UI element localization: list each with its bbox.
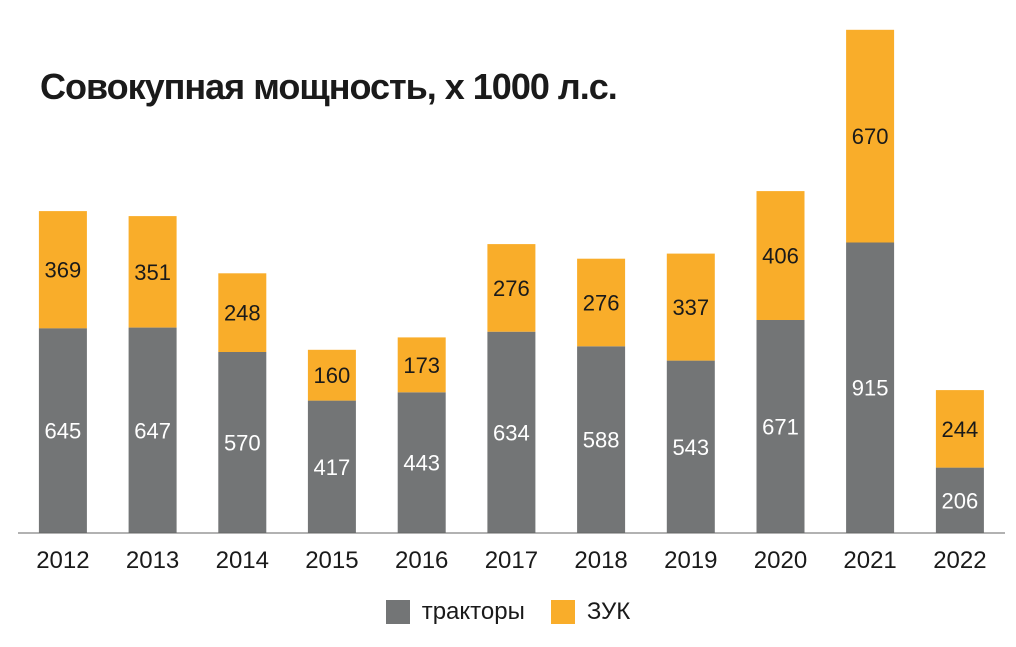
data-label-tractors-2021: 915 <box>852 376 889 401</box>
bar-tractors-2014 <box>218 352 267 533</box>
legend-swatch-tractors <box>385 600 410 624</box>
bar-zuk-2012 <box>38 211 87 329</box>
data-label-zuk-2016: 173 <box>403 353 440 378</box>
data-label-zuk-2017: 276 <box>493 276 530 301</box>
bar-zuk-2017 <box>487 244 536 332</box>
data-label-zuk-2014: 248 <box>224 301 261 326</box>
legend-item-zuk: ЗУК <box>550 598 631 626</box>
data-label-tractors-2014: 570 <box>224 431 261 456</box>
legend-label-zuk: ЗУК <box>586 598 631 625</box>
bar-tractors-2019 <box>666 360 715 533</box>
bar-tractors-2016 <box>397 392 446 533</box>
data-label-zuk-2013: 351 <box>134 260 171 285</box>
legend-label-tractors: тракторы <box>421 598 525 625</box>
legend-swatch-zuk <box>550 600 575 624</box>
data-label-tractors-2013: 647 <box>134 418 171 443</box>
bars-group <box>38 29 984 533</box>
x-tick-labels-group: 2012 2013 2014 2015 2016 2017 2018 2019 2020 2021… <box>36 547 986 574</box>
x-tick-label-2014: 2014 <box>216 547 269 574</box>
x-tick-label-2015: 2015 <box>305 547 358 574</box>
data-label-tractors-2020: 671 <box>762 415 799 440</box>
bar-zuk-2019 <box>666 253 715 361</box>
data-label-zuk-2019: 337 <box>672 295 709 320</box>
data-label-zuk-2018: 276 <box>583 291 620 316</box>
data-label-tractors-2012: 645 <box>45 419 82 444</box>
data-label-zuk-2022: 244 <box>942 417 979 442</box>
bar-tractors-2012 <box>38 328 87 533</box>
x-tick-label-2013: 2013 <box>126 547 179 574</box>
data-labels-group: 645 369 647 351 570 248 417 160 443 173 634 276 588 2… <box>45 124 979 513</box>
bar-zuk-2021 <box>846 29 895 243</box>
bar-zuk-2014 <box>218 273 267 352</box>
data-label-tractors-2018: 588 <box>583 428 620 453</box>
data-label-tractors-2016: 443 <box>403 451 440 476</box>
x-tick-label-2019: 2019 <box>664 547 717 574</box>
bar-zuk-2018 <box>577 258 626 347</box>
data-label-tractors-2022: 206 <box>942 488 979 513</box>
bar-zuk-2016 <box>397 337 446 393</box>
data-label-zuk-2015: 160 <box>314 363 351 388</box>
legend-item-tractors: тракторы <box>385 598 525 626</box>
data-label-zuk-2012: 369 <box>45 258 82 283</box>
chart-title: Совокупная мощность, х 1000 л.с. <box>40 66 618 107</box>
bar-tractors-2015 <box>307 400 356 533</box>
bar-zuk-2022 <box>935 390 984 468</box>
bar-tractors-2022 <box>935 467 984 533</box>
data-label-zuk-2020: 406 <box>762 244 799 269</box>
x-tick-label-2018: 2018 <box>574 547 627 574</box>
x-tick-label-2017: 2017 <box>485 547 538 574</box>
bar-tractors-2021 <box>846 242 895 533</box>
bar-zuk-2015 <box>307 349 356 401</box>
bar-zuk-2020 <box>756 191 805 320</box>
x-tick-label-2016: 2016 <box>395 547 448 574</box>
legend: тракторы ЗУК <box>0 598 1016 626</box>
data-label-tractors-2017: 634 <box>493 420 530 445</box>
bar-tractors-2020 <box>756 320 805 533</box>
bar-tractors-2013 <box>128 327 177 533</box>
bar-zuk-2013 <box>128 216 177 328</box>
x-tick-label-2021: 2021 <box>843 547 896 574</box>
data-label-zuk-2021: 670 <box>852 124 889 149</box>
x-tick-label-2020: 2020 <box>754 547 807 574</box>
data-label-tractors-2019: 543 <box>672 435 709 460</box>
x-tick-label-2022: 2022 <box>933 547 986 574</box>
bar-tractors-2017 <box>487 331 536 533</box>
bar-tractors-2018 <box>577 346 626 533</box>
x-tick-label-2012: 2012 <box>36 547 89 574</box>
data-label-tractors-2015: 417 <box>314 455 351 480</box>
